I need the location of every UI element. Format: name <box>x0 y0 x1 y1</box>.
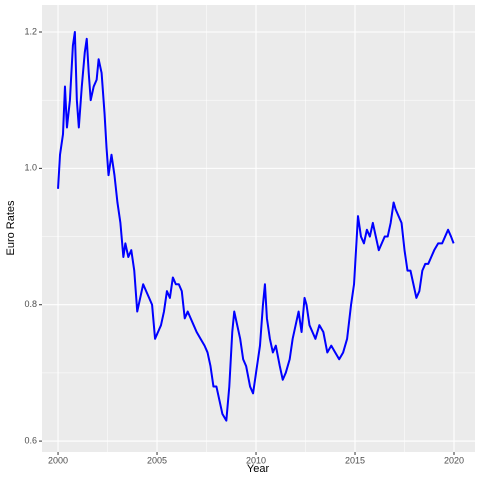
y-tick-label: 1.0 <box>24 163 37 173</box>
y-axis-title: Euro Rates <box>5 200 17 256</box>
y-tick-label: 0.6 <box>24 435 37 445</box>
y-tick-label: 0.8 <box>24 299 37 309</box>
panel <box>42 5 475 452</box>
x-tick-label: 2020 <box>444 455 464 465</box>
y-tick-label: 1.2 <box>24 26 37 36</box>
x-tick-label: 2000 <box>48 455 68 465</box>
x-axis-title: Year <box>247 463 270 475</box>
x-tick-label: 2010 <box>246 455 266 465</box>
x-tick-label: 2005 <box>147 455 167 465</box>
line <box>57 31 455 422</box>
x-tick-label: 2015 <box>345 455 365 465</box>
